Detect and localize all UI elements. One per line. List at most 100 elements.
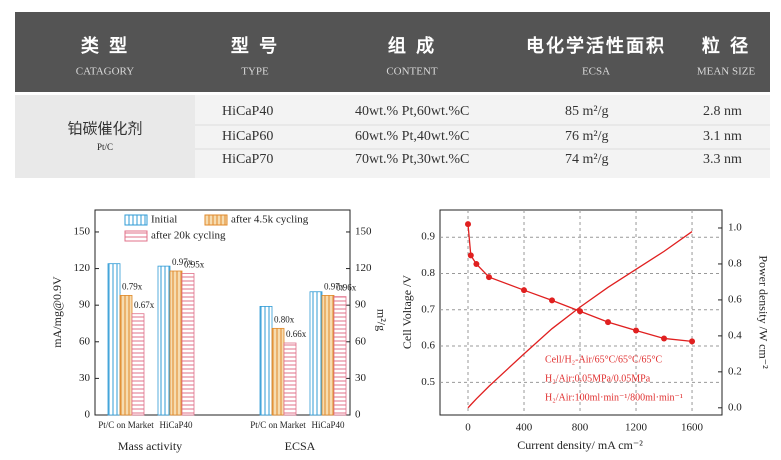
- header-title: 粒 径: [702, 35, 750, 57]
- bar: [107, 263, 121, 416]
- bar-annotation: 0.79x: [122, 281, 143, 291]
- y-tick-label: 60: [79, 335, 91, 347]
- annotation: H₂/Air:100ml·min⁻¹/800ml·min⁻¹: [545, 392, 683, 403]
- y-tick-label: 0.9: [421, 231, 435, 243]
- y2-tick-label: 0.2: [728, 365, 742, 377]
- data-point: [605, 319, 612, 326]
- y2-tick-label: 150: [355, 225, 372, 237]
- data-point: [473, 261, 480, 268]
- group-label: Mass activity: [118, 439, 182, 453]
- header-subtitle: ECSA: [582, 66, 610, 78]
- y2-tick-label: 90: [355, 299, 367, 311]
- data-point: [549, 297, 556, 304]
- y2-axis-label: m²/g: [374, 309, 388, 331]
- category-name: 铂碳催化剂: [67, 120, 142, 138]
- bar: [259, 305, 273, 416]
- category-cell: [15, 95, 195, 178]
- legend-swatch: [204, 214, 228, 226]
- y2-tick-label: 1.0: [728, 222, 742, 234]
- table-cell: 40wt.% Pt,60wt.%C: [355, 104, 469, 119]
- y2-tick-label: 0.6: [728, 293, 742, 305]
- plot-frame: [94, 209, 351, 416]
- header-subtitle: MEAN SIZE: [697, 66, 756, 78]
- bar: [333, 296, 347, 416]
- annotation: H₂/Air:0.05MPa/0.05MPa: [545, 373, 651, 384]
- bar-annotation: 0.97x: [172, 257, 193, 267]
- y-tick-label: 0: [85, 409, 91, 421]
- y2-tick-label: 30: [355, 372, 367, 384]
- table-cell: 76 m²/g: [565, 129, 608, 144]
- y-tick-label: 150: [74, 225, 91, 237]
- x-tick-label: Pt/C on Market: [250, 420, 306, 430]
- header-band: [15, 12, 770, 92]
- x-axis-label: Current density/ mA cm⁻²: [517, 438, 643, 452]
- bar: [321, 295, 335, 416]
- data-point: [467, 252, 474, 259]
- legend-swatch: [124, 230, 148, 242]
- table-cell: HiCaP60: [222, 129, 273, 144]
- legend-swatch: [124, 214, 148, 226]
- legend-label: after 20k cycling: [151, 230, 226, 242]
- bar: [169, 270, 183, 416]
- header-subtitle: TYPE: [241, 66, 269, 78]
- table-cell: 2.8 nm: [703, 104, 742, 119]
- table-cell: HiCaP40: [222, 104, 273, 119]
- y2-axis-label: Power density /W cm⁻²: [756, 255, 770, 369]
- data-line: [467, 231, 693, 409]
- category-code: Pt/C: [97, 142, 113, 152]
- y-tick-label: 0.5: [421, 376, 435, 388]
- table-cell: 3.3 nm: [703, 152, 742, 167]
- y-tick-label: 90: [79, 299, 91, 311]
- table-cell: HiCaP70: [222, 152, 273, 167]
- header-title: 类 型: [81, 35, 129, 57]
- bar-annotation: 0.80x: [274, 314, 295, 324]
- y2-tick-label: 0.8: [728, 257, 742, 269]
- bar: [309, 291, 323, 416]
- bar-annotation: 0.67x: [134, 300, 155, 310]
- bar: [181, 273, 195, 416]
- table-cell: 60wt.% Pt,40wt.%C: [355, 129, 469, 144]
- y2-tick-label: 0.4: [728, 329, 742, 341]
- data-point: [661, 335, 668, 342]
- table-cell: 3.1 nm: [703, 129, 742, 144]
- x-tick-label: Pt/C on Market: [98, 420, 154, 430]
- y2-tick-label: 60: [355, 335, 367, 347]
- x-tick-label: HiCaP40: [159, 420, 193, 430]
- y-tick-label: 30: [79, 372, 91, 384]
- x-tick-label: 1200: [625, 422, 648, 434]
- bar-annotation: 0.96x: [336, 283, 357, 293]
- table-cell: 85 m²/g: [565, 104, 608, 119]
- header-subtitle: CATAGORY: [76, 66, 134, 78]
- y-tick-label: 120: [74, 262, 91, 274]
- x-tick-label: 800: [572, 422, 589, 434]
- group-label: ECSA: [285, 439, 316, 453]
- header-title: 电化学活性面积: [526, 35, 666, 57]
- x-tick-label: 0: [465, 422, 471, 434]
- annotation: Cell/H₂-Air/65°C/65°C/65°C: [545, 354, 662, 365]
- y-tick-label: 0.6: [421, 340, 435, 352]
- bar-annotation: 0.97x: [324, 281, 345, 291]
- bar: [157, 265, 171, 416]
- y-axis-label: Cell Voltage /V: [400, 275, 414, 350]
- y-tick-label: 0.8: [421, 267, 435, 279]
- bar: [283, 342, 297, 416]
- legend-label: Initial: [151, 214, 177, 226]
- data-point: [465, 221, 472, 228]
- content: 类 型 CATAGORY 型 号 TYPE 组 成 CONTENT 电化学活性面积 ECSA 粒…: [50, 35, 771, 453]
- x-tick-label: HiCaP40: [311, 420, 345, 430]
- bar: [131, 313, 145, 416]
- header-subtitle: CONTENT: [386, 66, 438, 78]
- header-title: 型 号: [231, 35, 279, 57]
- table-cell: 70wt.% Pt,30wt.%C: [355, 152, 469, 167]
- bar: [119, 295, 133, 416]
- table-cell: 74 m²/g: [565, 152, 608, 167]
- y-axis-label: mA/mg@0.9V: [50, 276, 64, 348]
- x-tick-label: 400: [516, 422, 533, 434]
- y2-tick-label: 0.0: [728, 401, 742, 413]
- legend-label: after 4.5k cycling: [231, 214, 309, 226]
- bar-annotation: 0.66x: [286, 329, 307, 339]
- header-title: 组 成: [388, 35, 436, 57]
- data-point: [689, 338, 696, 345]
- data-point: [521, 287, 528, 294]
